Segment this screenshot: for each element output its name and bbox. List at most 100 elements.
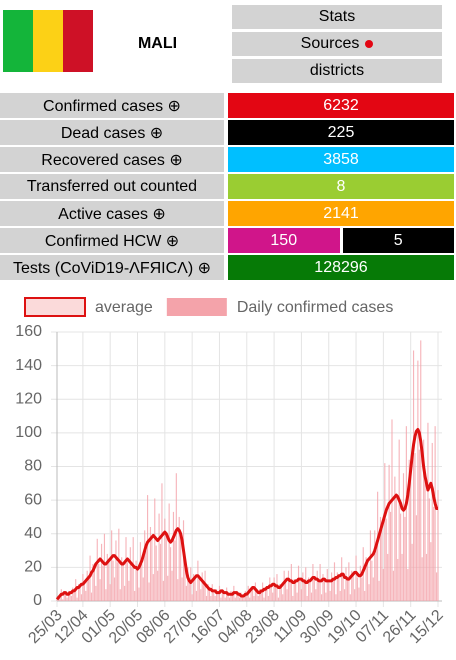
row-label: Dead cases ⊕: [0, 120, 224, 145]
bar: [159, 543, 162, 601]
bar: [56, 599, 58, 601]
bar: [165, 533, 167, 601]
bar: [389, 511, 392, 601]
bar: [210, 595, 212, 601]
bar: [85, 590, 87, 601]
legend-swatch: [166, 298, 227, 316]
bar: [401, 553, 403, 601]
average-line: [55, 428, 439, 601]
bar: [230, 590, 232, 601]
bar: [384, 463, 386, 601]
bar: [98, 564, 100, 601]
bar: [67, 590, 70, 601]
bar: [329, 590, 331, 601]
legend-label: average: [95, 299, 153, 316]
sources-button[interactable]: Sources: [232, 32, 442, 56]
bar: [119, 589, 121, 601]
bar: [260, 592, 262, 601]
legend-swatch: [24, 297, 86, 317]
bar: [111, 530, 113, 601]
bar: [113, 577, 116, 601]
bar: [299, 580, 301, 601]
bar: [197, 560, 199, 601]
bar: [303, 582, 305, 601]
bar: [191, 594, 193, 601]
bar: [145, 550, 147, 601]
bar: [348, 562, 350, 601]
bar: [211, 584, 213, 601]
bar: [115, 540, 117, 601]
bar: [251, 587, 254, 601]
bar: [216, 589, 218, 601]
bar: [193, 574, 195, 601]
bar: [66, 597, 68, 601]
districts-button[interactable]: districts: [232, 59, 442, 83]
bar: [387, 553, 389, 601]
row-value: 150: [228, 228, 340, 253]
bar: [404, 516, 406, 601]
bar: [154, 498, 156, 601]
bar: [354, 589, 356, 601]
bar: [381, 525, 383, 601]
bar: [341, 557, 343, 601]
bar: [320, 594, 323, 601]
bar: [190, 567, 192, 601]
bar: [122, 564, 124, 601]
bar: [174, 540, 176, 601]
bar: [359, 565, 361, 601]
bar: [375, 550, 377, 601]
bar: [269, 577, 271, 601]
bar: [205, 595, 208, 601]
bar: [59, 595, 61, 601]
bar: [185, 585, 187, 601]
bar: [377, 491, 379, 601]
bar: [316, 570, 318, 601]
bar: [72, 587, 74, 601]
bar: [131, 567, 133, 601]
bar: [420, 340, 422, 601]
bar: [277, 597, 279, 601]
row-value: 5: [342, 228, 454, 253]
bar: [200, 589, 202, 601]
row-label: Transferred out counted: [0, 174, 224, 199]
bar: [425, 553, 428, 601]
bar: [116, 562, 118, 601]
bar: [331, 572, 333, 601]
bar: [157, 570, 159, 601]
bar: [405, 426, 407, 601]
bar: [410, 469, 412, 601]
bar: [366, 560, 369, 601]
row-label: Active cases ⊕: [0, 201, 224, 226]
bar: [224, 597, 226, 601]
country-name: MALI: [137, 35, 178, 52]
bar: [100, 543, 103, 601]
bar: [295, 580, 297, 601]
bar: [228, 597, 231, 601]
bar: [270, 587, 272, 601]
bar: [62, 599, 64, 601]
bar: [351, 570, 353, 601]
bar: [90, 592, 93, 601]
bar: [171, 570, 173, 601]
bar: [250, 587, 252, 601]
bar: [272, 592, 274, 601]
bar: [391, 419, 393, 601]
bar: [207, 584, 209, 601]
bar: [136, 569, 139, 601]
bar: [112, 560, 114, 601]
bar: [292, 595, 294, 601]
row-value: 128296: [228, 255, 454, 280]
row-value: 8: [228, 174, 454, 199]
bar: [96, 538, 98, 601]
row-value: 3858: [228, 147, 454, 172]
bar: [254, 582, 256, 601]
stats-button[interactable]: Stats: [232, 5, 442, 29]
bar: [318, 582, 320, 601]
bar: [187, 567, 189, 601]
bar: [162, 580, 164, 601]
bar: [168, 503, 170, 601]
bar: [296, 592, 298, 601]
bar: [417, 360, 419, 601]
row-value: 6232: [228, 93, 454, 118]
